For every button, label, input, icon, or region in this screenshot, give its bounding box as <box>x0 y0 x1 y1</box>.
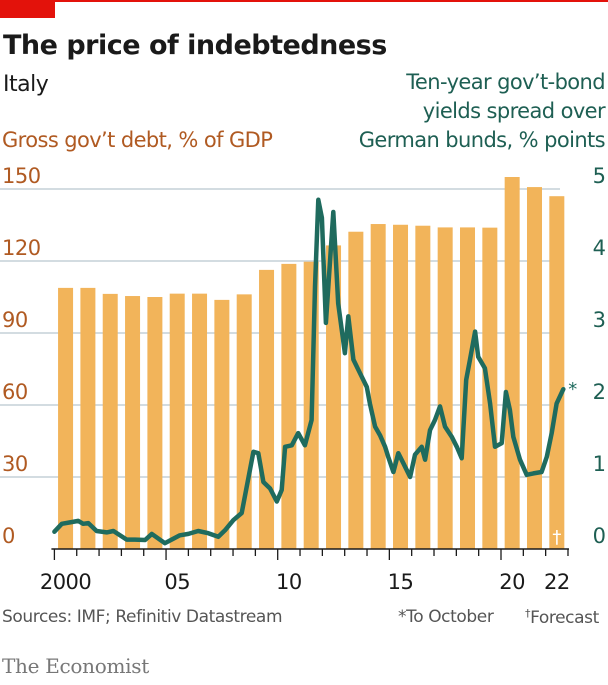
x-axis <box>51 548 569 560</box>
left-axis-title: Gross gov’t debt, % of GDP <box>2 128 273 152</box>
debt-bar <box>281 263 297 549</box>
debt-bar <box>437 227 453 549</box>
economist-logo-text: The Economist <box>2 654 149 678</box>
footnote-forecast: †Forecast <box>525 607 599 628</box>
debt-bar <box>370 224 386 550</box>
left-tick-label: 120 <box>2 236 41 260</box>
debt-bar <box>549 196 565 549</box>
right-axis-title-line: Ten-year gov’t-bond <box>406 70 605 94</box>
right-tick-label: 4 <box>593 236 606 260</box>
chart-plot: 0 0 30 1 60 2 90 3 120 4 150 5 † * 2000 05 10 15 20 22 <box>0 164 606 594</box>
to-october-asterisk: * <box>568 379 577 400</box>
footnote-forecast-text: Forecast <box>530 608 599 628</box>
spread-line-group <box>52 197 566 546</box>
debt-bar <box>393 224 409 549</box>
debt-bar <box>80 287 96 549</box>
spread-line <box>52 197 566 546</box>
chart-title: The price of indebtedness <box>3 30 387 61</box>
debt-bar <box>169 293 185 549</box>
x-tick-label: 22 <box>544 570 570 594</box>
right-axis-title-line: yields spread over <box>422 99 606 123</box>
top-accent-line <box>0 0 608 2</box>
debt-bar <box>214 299 230 549</box>
chart-subtitle: Italy <box>3 72 49 97</box>
right-tick-label: 1 <box>593 452 606 476</box>
debt-bar <box>147 297 163 549</box>
tick-labels: 0 0 30 1 60 2 90 3 120 4 150 5 † * 2000 05 10 15 20 22 <box>2 164 606 594</box>
right-axis-title-line: German bunds, % points <box>358 128 606 152</box>
x-tick-label: 10 <box>276 570 302 594</box>
debt-bar <box>504 177 520 549</box>
debt-bar <box>326 245 342 549</box>
left-tick-label: 30 <box>2 452 28 476</box>
left-tick-label: 150 <box>2 164 41 188</box>
source-note: Sources: IMF; Refinitiv Datastream <box>2 607 283 627</box>
debt-bar <box>259 269 275 549</box>
debt-bar <box>192 293 208 549</box>
left-tick-label: 0 <box>2 524 15 548</box>
debt-bar <box>526 187 542 549</box>
footnote-to-october: *To October <box>398 607 494 627</box>
debt-bar <box>348 231 364 549</box>
x-tick-label: 20 <box>499 570 525 594</box>
debt-bar <box>58 287 74 549</box>
debt-bar <box>125 296 141 549</box>
debt-bars <box>58 177 565 550</box>
debt-bar <box>415 225 431 549</box>
x-tick-label: 15 <box>388 570 414 594</box>
debt-bar <box>102 293 118 549</box>
brand-red-tag <box>0 0 55 18</box>
left-tick-label: 90 <box>2 308 28 332</box>
left-tick-label: 60 <box>2 380 28 404</box>
right-tick-label: 5 <box>593 164 606 188</box>
x-tick-label: 2000 <box>40 570 91 594</box>
forecast-dagger-mark: † <box>552 527 561 548</box>
right-axis-title: Ten-year gov’t-bond yields spread over G… <box>305 68 606 155</box>
right-tick-label: 2 <box>593 380 606 404</box>
right-tick-label: 3 <box>593 308 606 332</box>
x-tick-label: 05 <box>164 570 190 594</box>
right-tick-label: 0 <box>593 524 606 548</box>
dagger-symbol: † <box>525 607 531 620</box>
